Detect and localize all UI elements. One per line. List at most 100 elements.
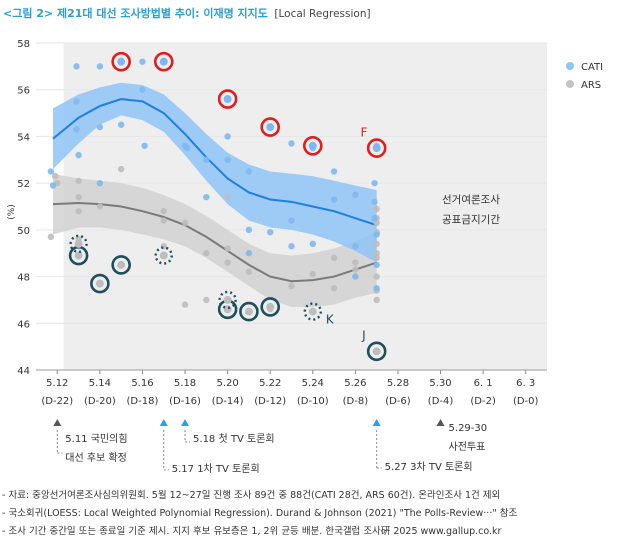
data-point: [160, 217, 167, 224]
data-point: [373, 205, 380, 213]
data-point: [330, 196, 338, 203]
data-point: [245, 226, 253, 234]
teal-highlight-ring: [111, 255, 131, 275]
data-point: [49, 182, 57, 189]
y-tick-label: 44: [17, 366, 30, 377]
note-line: - 국소회귀(LOESS: Local Weighted Polynomial …: [2, 508, 518, 519]
highlight-point: [372, 144, 381, 153]
data-point: [51, 172, 59, 180]
pollster-letter: K: [326, 312, 335, 326]
pollster-letter: F: [360, 125, 367, 139]
highlight-point: [372, 347, 381, 356]
note-line: - 조사 기간 중간일 또는 종료일 기준 제시. 지지 후보 유보층은 1, …: [2, 526, 502, 537]
data-point: [352, 259, 359, 266]
x-tick-label: 5.14: [89, 378, 111, 389]
data-point: [245, 250, 253, 257]
loess-line: [52, 98, 377, 227]
highlight-point: [74, 239, 83, 248]
data-point: [224, 133, 231, 140]
x-tick-dday: (D-22): [41, 396, 73, 407]
data-point: [288, 243, 295, 250]
highlight-point: [74, 251, 83, 260]
teal-highlight-ring: [260, 297, 281, 317]
x-tick-dday: (D-10): [297, 396, 329, 407]
red-highlight-ring: [153, 51, 174, 72]
data-point: [224, 156, 231, 163]
data-point: [139, 58, 146, 65]
data-point: [183, 144, 191, 152]
event-label: 사전투표: [449, 441, 486, 453]
y-axis-label: (%): [7, 204, 17, 220]
highlight-point: [223, 295, 232, 304]
data-point: [373, 285, 380, 292]
data-point: [288, 217, 295, 224]
data-point: [373, 261, 380, 269]
y-tick-label: 58: [17, 39, 30, 50]
data-point: [96, 63, 104, 70]
y-tick-label: 52: [17, 179, 30, 190]
confidence-band: [53, 173, 377, 307]
loess-line: [52, 201, 377, 283]
chart-title-main: <그림 2> 제21대 대선 조사방법별 추이: 이재명 지지도: [3, 7, 268, 20]
x-tick-label: 5.20: [216, 378, 238, 389]
data-point: [203, 296, 210, 304]
event-marker: [159, 419, 168, 426]
red-highlight-ring: [111, 51, 131, 72]
data-point: [224, 193, 231, 201]
x-tick-label: 5.26: [344, 378, 366, 389]
data-point: [245, 168, 253, 175]
x-tick-dday: (D-0): [513, 396, 539, 407]
data-point: [330, 254, 338, 262]
x-tick-label: 5.12: [46, 378, 68, 389]
highlight-point: [308, 307, 317, 316]
x-tick-label: 6. 3: [516, 378, 535, 389]
x-tick-label: 5.28: [387, 378, 409, 389]
dotted-highlight-ring: [303, 302, 322, 321]
data-point: [245, 268, 253, 276]
chart-notes: - 자료: 중앙선거여론조사심의위원회. 5월 12~27일 진행 조사 89건…: [2, 487, 517, 541]
data-point: [373, 250, 380, 257]
y-tick-label: 56: [17, 86, 30, 97]
data-point: [47, 168, 55, 175]
pollster-letter: J: [361, 329, 366, 343]
x-tick-label: 5.30: [429, 378, 451, 389]
data-point: [96, 123, 104, 131]
note-line: - 자료: 중앙선거여론조사심의위원회. 5월 12~27일 진행 조사 89건…: [2, 490, 501, 501]
data-point: [96, 203, 104, 210]
x-tick-dday: (D-2): [470, 396, 496, 407]
data-point: [47, 233, 55, 241]
data-point: [373, 231, 380, 238]
teal-highlight-ring: [239, 301, 259, 322]
dotted-highlight-ring: [154, 246, 173, 265]
data-point: [352, 273, 359, 280]
data-point: [75, 193, 82, 201]
data-point: [373, 273, 380, 280]
data-point: [75, 177, 82, 185]
event-label: 대선 후보 확정: [65, 452, 127, 464]
red-highlight-ring: [302, 135, 323, 156]
event-label: 5.11 국민의힘: [65, 433, 127, 445]
chart-title-sub: [Local Regression]: [274, 8, 371, 20]
red-highlight-ring: [366, 138, 387, 158]
legend-marker: [566, 62, 574, 70]
event-marker: [181, 419, 190, 426]
x-tick-dday: (D-8): [343, 396, 369, 407]
highlight-point: [223, 95, 232, 104]
x-tick-dday: (D-4): [428, 396, 454, 407]
data-point: [139, 86, 146, 93]
data-point: [73, 63, 80, 70]
x-tick-dday: (D-20): [84, 396, 116, 407]
data-point: [352, 243, 359, 250]
data-point: [75, 151, 82, 159]
chart-title: <그림 2> 제21대 대선 조사방법별 추이: 이재명 지지도 [Local …: [3, 5, 371, 21]
highlight-point: [117, 260, 126, 269]
data-point: [203, 250, 210, 257]
event-marker: [53, 419, 62, 426]
x-tick-dday: (D-6): [385, 396, 411, 407]
data-point: [371, 214, 378, 222]
data-point: [267, 228, 274, 236]
data-point: [330, 285, 338, 292]
blackout-label: 공표금지기간: [442, 214, 500, 226]
teal-highlight-ring: [366, 341, 387, 362]
data-point: [73, 126, 80, 133]
